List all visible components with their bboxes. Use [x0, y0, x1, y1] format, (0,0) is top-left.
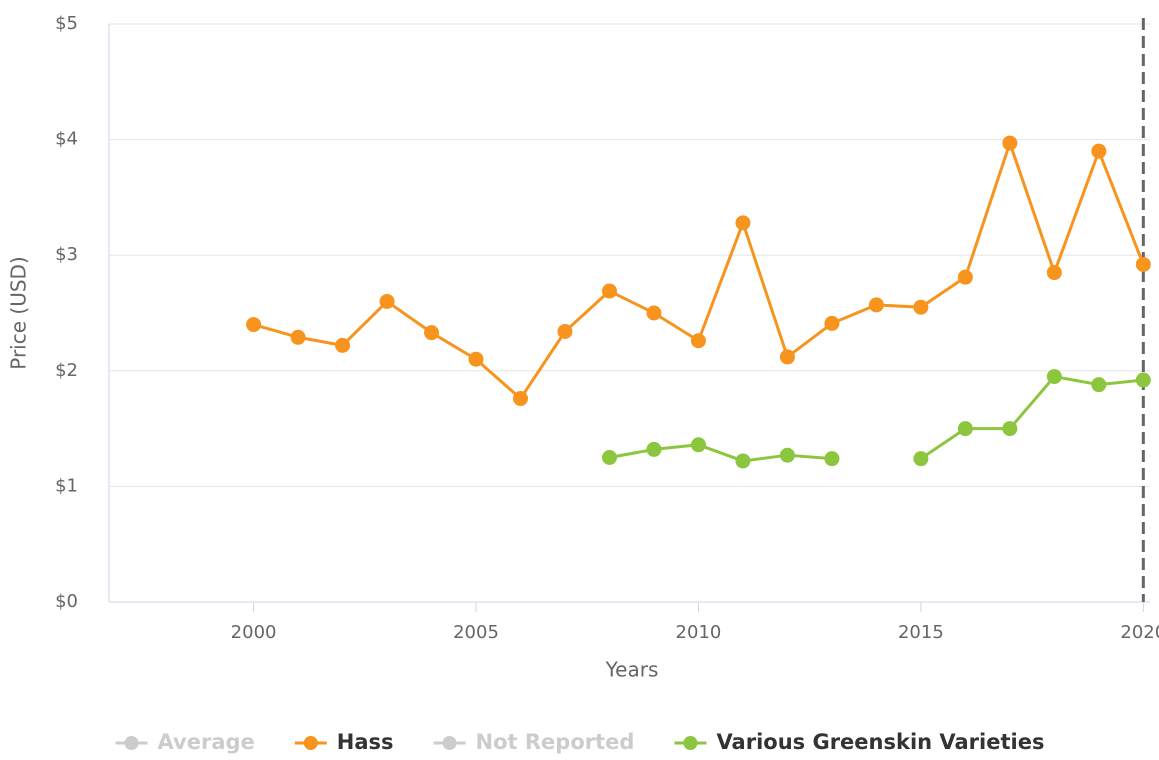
- data-point[interactable]: [1046, 369, 1062, 385]
- legend-symbol-marker: [124, 736, 139, 750]
- x-tick-label: 2010: [676, 622, 722, 643]
- data-point[interactable]: [646, 305, 662, 321]
- legend-label: Hass: [337, 730, 394, 754]
- data-point[interactable]: [513, 391, 529, 407]
- legend-symbol-marker: [303, 736, 318, 750]
- data-point[interactable]: [646, 441, 662, 457]
- y-tick-label: $5: [55, 13, 78, 34]
- data-point[interactable]: [957, 421, 973, 437]
- data-point[interactable]: [1091, 143, 1107, 159]
- data-point[interactable]: [424, 325, 440, 341]
- data-point[interactable]: [824, 315, 840, 331]
- data-point[interactable]: [690, 437, 706, 453]
- y-tick-label: $2: [55, 360, 78, 381]
- y-axis-title: Price (USD): [7, 256, 31, 370]
- x-tick-label: 2000: [231, 622, 277, 643]
- data-point[interactable]: [913, 299, 929, 315]
- legend-item[interactable]: Not Reported: [433, 730, 635, 754]
- data-point[interactable]: [824, 451, 840, 467]
- data-point[interactable]: [868, 297, 884, 313]
- data-point[interactable]: [246, 317, 262, 333]
- data-point[interactable]: [601, 450, 617, 465]
- y-tick-label: $0: [55, 591, 78, 612]
- legend-label: Average: [158, 730, 255, 754]
- series-line: [609, 375, 1144, 463]
- data-point[interactable]: [1002, 135, 1018, 151]
- legend-item[interactable]: Average: [115, 730, 255, 754]
- data-point[interactable]: [913, 451, 929, 467]
- series-line: [253, 141, 1145, 401]
- legend: Average Hass Not Reported Various Greenskin…: [115, 730, 1044, 754]
- data-point[interactable]: [779, 447, 795, 463]
- legend-item[interactable]: Hass: [294, 730, 394, 754]
- x-tick-label: 2020: [1120, 622, 1159, 643]
- x-tick-label: 2015: [898, 622, 944, 643]
- legend-label: Various Greenskin Varieties: [716, 730, 1044, 754]
- data-point[interactable]: [1135, 372, 1151, 388]
- data-point[interactable]: [1046, 265, 1062, 281]
- legend-symbol-marker: [442, 736, 457, 750]
- data-point[interactable]: [290, 329, 306, 345]
- y-tick-label: $1: [55, 475, 78, 496]
- data-point[interactable]: [1135, 256, 1151, 272]
- y-tick-label: $4: [55, 129, 78, 150]
- data-point[interactable]: [779, 349, 795, 365]
- data-point[interactable]: [1002, 421, 1018, 437]
- data-point[interactable]: [468, 351, 484, 367]
- data-point[interactable]: [1091, 377, 1107, 393]
- data-point[interactable]: [335, 337, 351, 353]
- data-point[interactable]: [690, 333, 706, 349]
- data-point[interactable]: [735, 215, 751, 231]
- data-point[interactable]: [379, 293, 395, 309]
- legend-label: Not Reported: [476, 730, 635, 754]
- data-point[interactable]: [557, 323, 573, 339]
- data-point[interactable]: [735, 453, 751, 469]
- y-tick-label: $3: [55, 244, 78, 265]
- data-point[interactable]: [601, 283, 617, 299]
- legend-symbol-marker: [683, 736, 698, 750]
- x-axis-title: Years: [605, 658, 659, 682]
- data-point[interactable]: [957, 269, 973, 285]
- legend-item[interactable]: Various Greenskin Varieties: [674, 730, 1044, 754]
- x-tick-label: 2005: [453, 622, 499, 643]
